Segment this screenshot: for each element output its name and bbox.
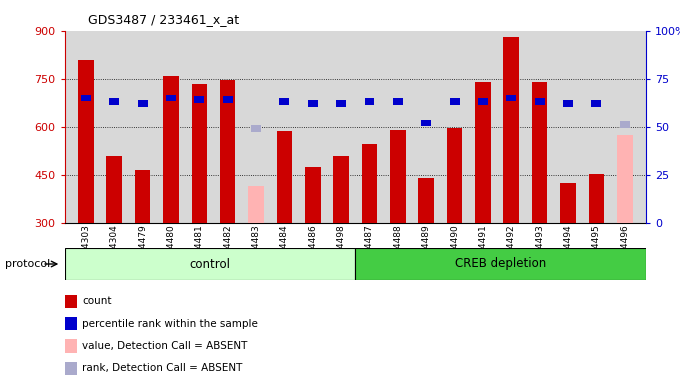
Text: value, Detection Call = ABSENT: value, Detection Call = ABSENT: [82, 341, 248, 351]
Bar: [223, 96, 233, 103]
Bar: [336, 100, 346, 107]
Bar: [421, 119, 431, 126]
Bar: [478, 98, 488, 105]
Bar: [109, 98, 119, 105]
Bar: [393, 98, 403, 105]
Bar: [532, 82, 547, 223]
Bar: [65, 248, 355, 280]
Bar: [355, 248, 646, 280]
Text: protocol: protocol: [5, 259, 51, 269]
Bar: [166, 94, 176, 101]
Bar: [560, 183, 576, 223]
Bar: [418, 178, 434, 223]
Bar: [279, 98, 290, 105]
Bar: [503, 37, 519, 223]
Bar: [617, 135, 632, 223]
Bar: [362, 144, 377, 223]
Text: rank, Detection Call = ABSENT: rank, Detection Call = ABSENT: [82, 363, 243, 373]
Bar: [592, 100, 601, 107]
Bar: [507, 94, 516, 101]
Bar: [447, 128, 462, 223]
Bar: [364, 98, 375, 105]
Bar: [107, 156, 122, 223]
Bar: [163, 76, 179, 223]
Bar: [220, 80, 235, 223]
Bar: [563, 100, 573, 107]
Bar: [390, 130, 406, 223]
Bar: [308, 100, 318, 107]
Bar: [589, 174, 604, 223]
Bar: [192, 84, 207, 223]
Bar: [135, 170, 150, 223]
Text: CREB depletion: CREB depletion: [455, 258, 546, 270]
Bar: [78, 60, 94, 223]
Bar: [449, 98, 460, 105]
Bar: [194, 96, 204, 103]
Text: count: count: [82, 296, 112, 306]
Text: GDS3487 / 233461_x_at: GDS3487 / 233461_x_at: [88, 13, 239, 26]
Bar: [248, 186, 264, 223]
Bar: [137, 100, 148, 107]
Bar: [534, 98, 545, 105]
Bar: [305, 167, 320, 223]
Bar: [81, 94, 91, 101]
Bar: [277, 131, 292, 223]
Bar: [251, 125, 261, 132]
Bar: [619, 121, 630, 128]
Text: percentile rank within the sample: percentile rank within the sample: [82, 319, 258, 329]
Bar: [475, 82, 491, 223]
Text: control: control: [190, 258, 231, 270]
Bar: [333, 156, 349, 223]
